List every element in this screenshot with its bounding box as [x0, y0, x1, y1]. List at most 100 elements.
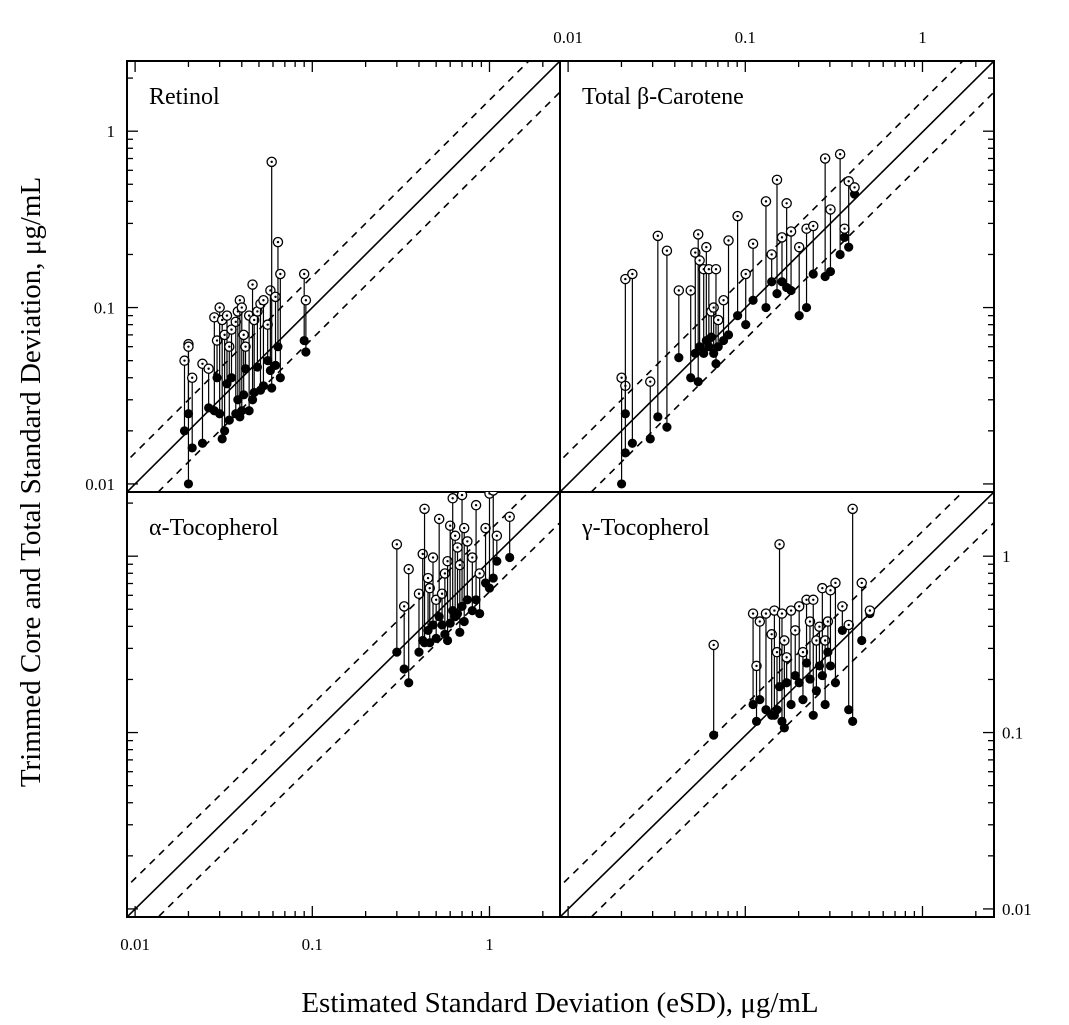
- total-sd-point-center: [431, 556, 435, 559]
- total-sd-point-center: [276, 240, 280, 244]
- total-sd-point-center: [785, 202, 788, 205]
- total-sd-point-center: [712, 643, 715, 647]
- total-sd-point-center: [244, 345, 247, 348]
- upper-dashed-line: [127, 61, 530, 463]
- tick-label: 1: [918, 28, 927, 47]
- trimmed-core-point: [475, 608, 485, 619]
- panel-2: Total β-Carotene: [560, 61, 994, 492]
- total-sd-point-center: [775, 178, 779, 182]
- total-sd-point-center: [620, 376, 623, 379]
- trimmed-core-point: [748, 699, 758, 710]
- total-sd-point-center: [665, 249, 669, 252]
- total-sd-point-center: [821, 586, 824, 590]
- tick-label: 0.01: [1002, 900, 1032, 919]
- panel-plot-area: [127, 61, 560, 492]
- total-sd-point-center: [812, 598, 815, 601]
- total-sd-point-center: [251, 283, 254, 286]
- total-sd-point-center: [395, 543, 399, 546]
- trimmed-core-point: [711, 359, 721, 369]
- trimmed-core-point: [732, 311, 743, 321]
- total-sd-point-center: [456, 546, 459, 549]
- total-sd-point-center: [302, 272, 306, 276]
- total-sd-point-center: [484, 526, 487, 530]
- trimmed-core-point: [428, 620, 438, 630]
- total-sd-point-center: [698, 259, 701, 262]
- trimmed-core-point: [467, 606, 477, 616]
- trimmed-core-point: [455, 627, 465, 637]
- trimmed-core-point: [723, 330, 734, 340]
- total-sd-point-center: [794, 629, 797, 632]
- total-sd-point-center: [780, 236, 784, 239]
- total-sd-point-center: [458, 563, 462, 567]
- trimmed-core-point: [808, 269, 818, 279]
- total-sd-point-center: [751, 242, 755, 245]
- trimmed-core-point: [761, 302, 771, 313]
- trimmed-core-point: [699, 348, 709, 358]
- trimmed-core-point: [825, 661, 836, 671]
- total-sd-point-center: [696, 233, 700, 236]
- total-sd-point-center: [755, 664, 758, 668]
- trimmed-core-point: [844, 705, 854, 715]
- trimmed-core-point: [811, 686, 822, 696]
- trimmed-core-point: [247, 395, 258, 405]
- trimmed-core-point: [772, 705, 782, 715]
- total-sd-point-center: [841, 605, 844, 608]
- trimmed-core-point: [835, 249, 845, 260]
- total-sd-point-center: [238, 299, 242, 302]
- total-sd-point-center: [744, 272, 747, 276]
- total-sd-point-center: [242, 333, 245, 337]
- trimmed-core-point: [704, 342, 714, 352]
- total-sd-point-center: [426, 576, 430, 580]
- total-sd-point-center: [722, 299, 725, 302]
- trimmed-core-point: [786, 699, 796, 710]
- total-sd-point-center: [446, 560, 449, 563]
- total-sd-point-center: [407, 567, 410, 571]
- total-sd-point-center: [440, 592, 444, 595]
- total-sd-point-center: [234, 320, 237, 324]
- tick-label: 0.1: [1002, 724, 1023, 743]
- trimmed-core-point: [620, 409, 630, 419]
- tick-label: 1: [107, 122, 116, 141]
- total-sd-point-center: [847, 623, 850, 627]
- total-sd-point-center: [785, 656, 788, 659]
- trimmed-core-point: [805, 674, 815, 684]
- total-sd-point-center: [808, 620, 812, 623]
- total-sd-point-center: [705, 245, 708, 249]
- total-sd-point-center: [826, 620, 830, 623]
- trimmed-core-point: [706, 332, 716, 342]
- panel-plot-area: [560, 61, 994, 492]
- tick-label: 0.1: [302, 935, 323, 954]
- panel-plot-area: [560, 492, 994, 917]
- trimmed-core-point: [645, 434, 655, 444]
- trimmed-core-point: [686, 373, 696, 383]
- total-sd-point-center: [838, 153, 842, 156]
- total-sd-point-center: [780, 612, 784, 615]
- total-sd-point-center: [478, 572, 481, 575]
- total-sd-point-center: [402, 605, 406, 608]
- trimmed-core-point: [488, 573, 498, 583]
- total-sd-point-center: [451, 497, 454, 500]
- total-sd-point-center: [656, 234, 660, 238]
- panel-4: γ-Tocopherol: [560, 492, 994, 917]
- trimmed-core-point: [462, 595, 472, 605]
- trimmed-core-point: [695, 342, 705, 352]
- trimmed-core-point: [267, 383, 277, 393]
- total-sd-point-center: [463, 526, 466, 530]
- panel-title: α-Tocopherol: [149, 515, 279, 541]
- total-sd-point-center: [770, 253, 773, 256]
- trimmed-core-point: [794, 311, 804, 321]
- total-sd-point-center: [225, 314, 229, 317]
- trimmed-core-point: [823, 647, 833, 657]
- total-sd-point-center: [805, 598, 808, 601]
- total-sd-point-center: [183, 359, 186, 362]
- trimmed-core-point: [848, 716, 858, 726]
- trimmed-core-point: [244, 406, 254, 416]
- x-axis-title: Estimated Standard Deviation (eSD), μg/m…: [301, 987, 818, 1019]
- trimmed-core-point: [270, 360, 281, 370]
- total-sd-point-center: [213, 316, 216, 319]
- total-sd-point-center: [247, 314, 251, 317]
- total-sd-point-center: [789, 230, 793, 233]
- trimmed-core-point: [220, 426, 230, 436]
- total-sd-point-center: [201, 362, 204, 365]
- trimmed-core-point: [492, 556, 502, 566]
